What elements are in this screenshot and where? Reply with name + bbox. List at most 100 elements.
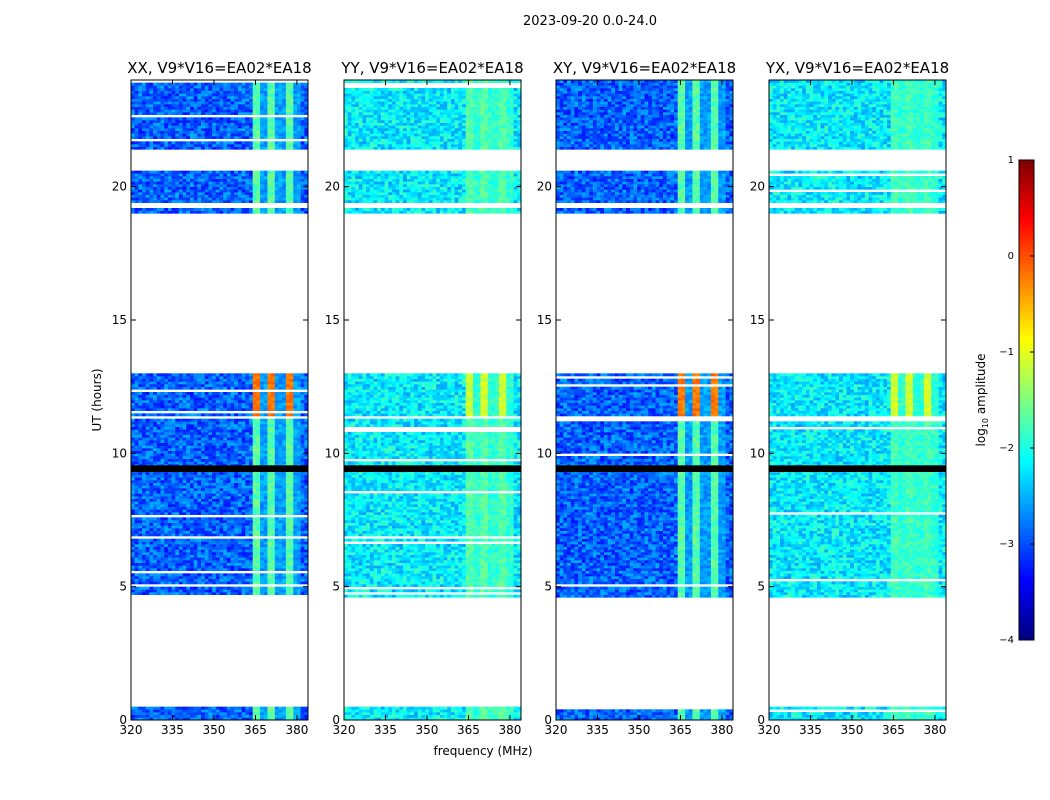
- heatmap-cell: [138, 592, 142, 595]
- heatmap-cell: [293, 707, 297, 710]
- heatmap-cell: [297, 581, 301, 584]
- heatmap-cell: [275, 707, 279, 710]
- heatmap-cell: [168, 544, 172, 547]
- heatmap-cell: [205, 581, 209, 584]
- heatmap-cell: [201, 547, 205, 550]
- heatmap-cell: [208, 715, 212, 718]
- heatmap-cell: [245, 531, 249, 534]
- heatmap-cell: [157, 592, 161, 595]
- heatmap-cell: [208, 707, 212, 710]
- heatmap-cell: [256, 589, 260, 592]
- heatmap-cell: [197, 517, 201, 520]
- heatmap-cell: [175, 544, 179, 547]
- heatmap-cell: [205, 707, 209, 710]
- heatmap-cell: [216, 552, 220, 555]
- heatmap-cell: [301, 563, 305, 566]
- heatmap-cell: [267, 579, 271, 582]
- heatmap-cell: [175, 528, 179, 531]
- heatmap-cell: [231, 579, 235, 582]
- heatmap-cell: [290, 579, 294, 582]
- heatmap-cell: [175, 587, 179, 590]
- heatmap-cell: [161, 555, 165, 558]
- heatmap-cell: [290, 547, 294, 550]
- heatmap-cell: [168, 560, 172, 563]
- heatmap-cell: [245, 541, 249, 544]
- heatmap-cell: [201, 525, 205, 528]
- heatmap-cell: [297, 709, 301, 712]
- heatmap-cell: [157, 509, 161, 512]
- heatmap-cell: [186, 552, 190, 555]
- heatmap-cell: [220, 589, 224, 592]
- heatmap-cell: [231, 576, 235, 579]
- heatmap-cell: [279, 565, 283, 568]
- heatmap-cell: [138, 520, 142, 523]
- heatmap-cell: [197, 712, 201, 715]
- heatmap-cell: [201, 573, 205, 576]
- heatmap-cell: [297, 525, 301, 528]
- heatmap-cell: [179, 539, 183, 542]
- heatmap-cell: [168, 581, 172, 584]
- heatmap-cell: [290, 544, 294, 547]
- heatmap-cell: [146, 528, 150, 531]
- heatmap-cell: [194, 563, 198, 566]
- heatmap-cell: [201, 557, 205, 560]
- heatmap-cell: [249, 565, 253, 568]
- heatmap-cell: [301, 592, 305, 595]
- heatmap-cell: [208, 525, 212, 528]
- heatmap-cell: [179, 581, 183, 584]
- heatmap-cell: [264, 576, 268, 579]
- heatmap-cell: [282, 592, 286, 595]
- heatmap-cell: [245, 715, 249, 718]
- heatmap-cell: [227, 707, 231, 710]
- heatmap-cell: [135, 544, 139, 547]
- heatmap-cell: [131, 568, 135, 571]
- heatmap-cell: [164, 581, 168, 584]
- heatmap-cell: [245, 565, 249, 568]
- heatmap-cell: [138, 715, 142, 718]
- heatmap-cell: [223, 525, 227, 528]
- heatmap-cell: [242, 568, 246, 571]
- heatmap-cell: [267, 549, 271, 552]
- heatmap-cell: [201, 579, 205, 582]
- heatmap-cell: [249, 589, 253, 592]
- heatmap-cell: [168, 576, 172, 579]
- heatmap-cell: [208, 509, 212, 512]
- heatmap-cell: [293, 709, 297, 712]
- heatmap-cell: [301, 707, 305, 710]
- heatmap-cell: [260, 560, 264, 563]
- heatmap-cell: [271, 707, 275, 710]
- heatmap-cell: [205, 517, 209, 520]
- heatmap-cell: [157, 709, 161, 712]
- heatmap-cell: [175, 531, 179, 534]
- heatmap-cell: [297, 523, 301, 526]
- heatmap-cell: [220, 560, 224, 563]
- heatmap-cell: [183, 539, 187, 542]
- heatmap-cell: [149, 592, 153, 595]
- heatmap-cell: [179, 592, 183, 595]
- heatmap-cell: [286, 512, 290, 515]
- heatmap-cell: [267, 512, 271, 515]
- heatmap-cell: [271, 573, 275, 576]
- heatmap-cell: [286, 517, 290, 520]
- heatmap-cell: [186, 512, 190, 515]
- heatmap-cell: [183, 547, 187, 550]
- heatmap-cell: [245, 512, 249, 515]
- heatmap-cell: [249, 517, 253, 520]
- heatmap-cell: [216, 560, 220, 563]
- heatmap-cell: [157, 573, 161, 576]
- heatmap-cell: [146, 589, 150, 592]
- heatmap-cell: [146, 531, 150, 534]
- heatmap-cell: [253, 712, 257, 715]
- heatmap-cell: [194, 509, 198, 512]
- heatmap-cell: [271, 560, 275, 563]
- heatmap-cell: [194, 587, 198, 590]
- heatmap-cell: [290, 528, 294, 531]
- heatmap-cell: [220, 581, 224, 584]
- heatmap-cell: [153, 552, 157, 555]
- heatmap-cell: [249, 555, 253, 558]
- heatmap-cell: [157, 581, 161, 584]
- heatmap-cell: [282, 563, 286, 566]
- heatmap-cell: [216, 523, 220, 526]
- heatmap-cell: [256, 565, 260, 568]
- heatmap-cell: [208, 541, 212, 544]
